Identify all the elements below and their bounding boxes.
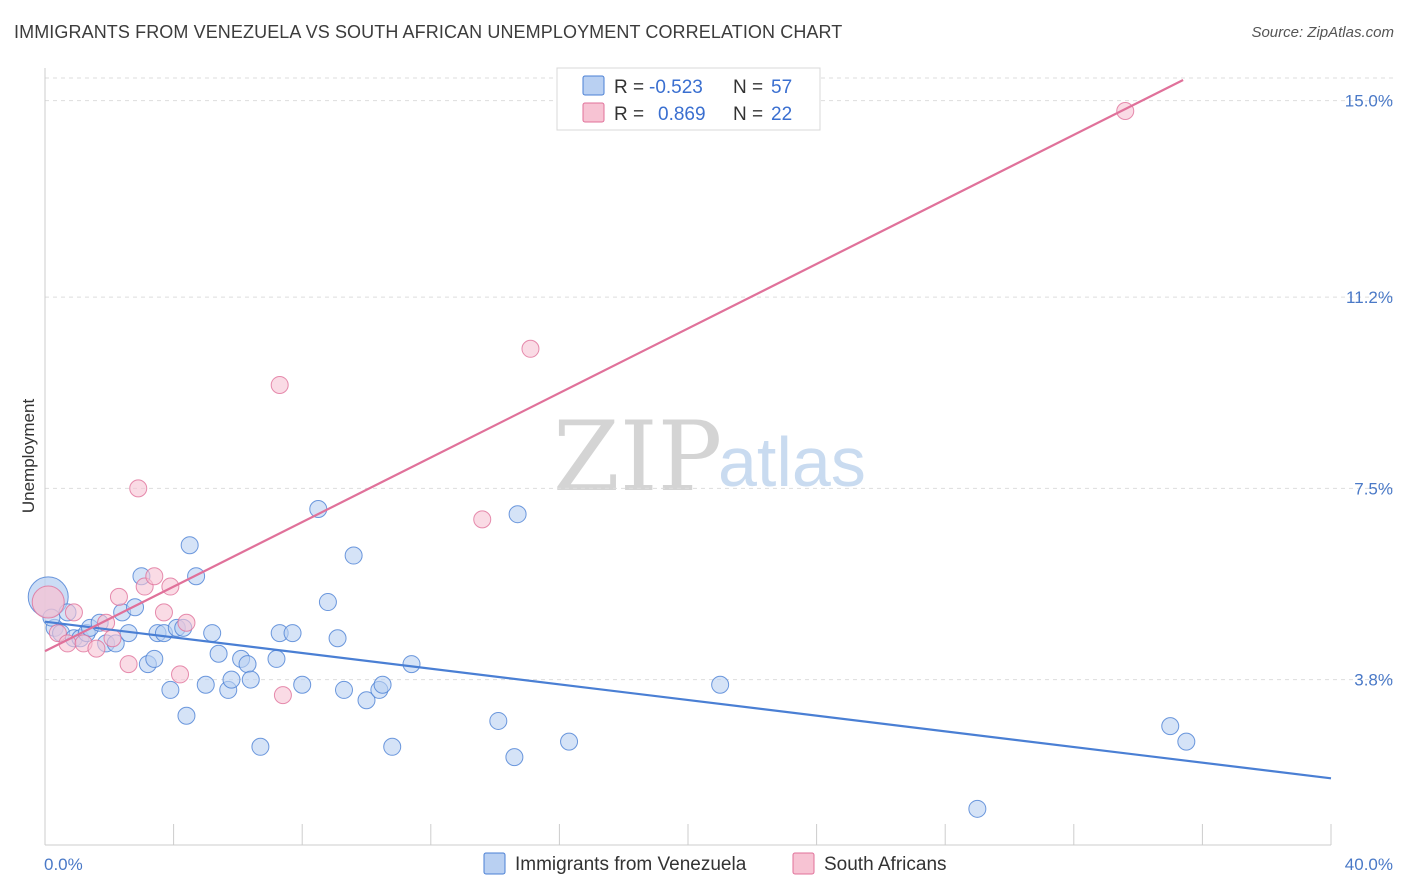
- venezuela-point-25: [196, 675, 215, 694]
- watermark-zip: ZIP: [553, 401, 722, 513]
- venezuela-point-16: [145, 649, 164, 668]
- venezuela-point-24: [180, 536, 199, 555]
- venezuela-point-42: [344, 546, 363, 565]
- venezuela-point-27: [209, 644, 228, 663]
- series-legend: Immigrants from Venezuela South Africans: [483, 852, 947, 875]
- south-africans-point-20: [521, 339, 540, 358]
- legend-r-label-blue: R =: [614, 77, 644, 98]
- south-africans-point-7: [103, 629, 122, 648]
- x-tick-label-min: 0.0%: [44, 855, 83, 874]
- venezuela-point-47: [402, 655, 421, 674]
- venezuela-point-13: [126, 598, 145, 617]
- venezuela-point-37: [293, 675, 312, 694]
- venezuela-point-36: [283, 624, 302, 643]
- correlation-legend: R = -0.523 N = 57 R = 0.869 N = 22: [556, 67, 821, 131]
- south-africans-point-15: [177, 613, 196, 632]
- watermark-atlas: atlas: [718, 423, 866, 501]
- series-venezuela-points: [27, 500, 1196, 818]
- legend-r-label-pink: R =: [614, 104, 644, 125]
- bottom-legend-label-venezuela: Immigrants from Venezuela: [515, 854, 747, 875]
- trend-lines: [44, 79, 1332, 780]
- bottom-legend-label-south-africans: South Africans: [824, 854, 947, 875]
- venezuela-point-54: [1161, 717, 1180, 736]
- south-africans-point-17: [270, 375, 289, 394]
- x-tick-label-max: 40.0%: [1345, 855, 1393, 874]
- venezuela-point-41: [334, 680, 353, 699]
- venezuela-point-29: [222, 670, 241, 689]
- south-africans-point-10: [129, 479, 148, 498]
- venezuela-point-49: [505, 748, 524, 767]
- legend-swatch-blue: [582, 75, 605, 96]
- south-africans-point-3: [64, 603, 83, 622]
- venezuela-point-33: [251, 737, 270, 756]
- venezuela-point-46: [383, 737, 402, 756]
- south-africans-point-18: [273, 686, 292, 705]
- venezuela-point-50: [508, 505, 527, 524]
- legend-r-value-blue: -0.523: [649, 77, 703, 98]
- gridlines: [45, 77, 1395, 681]
- x-ticks: [44, 824, 1332, 845]
- legend-n-value-pink: 22: [771, 104, 792, 125]
- venezuela-point-39: [318, 593, 337, 612]
- y-tick-label-1: 7.5%: [1354, 479, 1393, 498]
- venezuela-point-43: [357, 691, 376, 710]
- venezuela-point-52: [711, 675, 730, 694]
- venezuela-point-40: [328, 629, 347, 648]
- south-africans-point-0: [31, 585, 65, 619]
- legend-n-label-blue: N =: [733, 77, 763, 98]
- source-credit: Source: ZipAtlas.com: [1251, 24, 1394, 41]
- south-africans-point-19: [473, 510, 492, 529]
- venezuela-point-45: [373, 675, 392, 694]
- south-africans-point-13: [154, 603, 173, 622]
- south-africans-point-8: [109, 587, 128, 606]
- legend-swatch-pink: [582, 102, 605, 123]
- venezuela-point-48: [489, 711, 508, 730]
- y-tick-label-2: 11.2%: [1346, 288, 1393, 307]
- venezuela-point-32: [241, 670, 260, 689]
- y-tick-label-0: 3.8%: [1354, 671, 1393, 690]
- venezuela-point-22: [177, 706, 196, 725]
- venezuela-point-34: [267, 649, 286, 668]
- south-africans-point-5: [87, 639, 106, 658]
- south-africans-point-16: [171, 665, 190, 684]
- venezuela-point-19: [161, 680, 180, 699]
- legend-n-label-pink: N =: [733, 104, 763, 125]
- venezuela-point-26: [203, 624, 222, 643]
- legend-n-value-blue: 57: [771, 77, 792, 98]
- venezuela-point-55: [1177, 732, 1196, 751]
- south-africans-point-9: [119, 655, 138, 674]
- chart-title: IMMIGRANTS FROM VENEZUELA VS SOUTH AFRIC…: [14, 22, 843, 42]
- bottom-legend-swatch-blue: [483, 852, 506, 875]
- venezuela-point-31: [238, 655, 257, 674]
- legend-r-value-pink: 0.869: [658, 104, 706, 125]
- y-tick-labels: 3.8% 7.5% 11.2% 15.0%: [1345, 92, 1393, 690]
- venezuela-point-51: [560, 732, 579, 751]
- south-africans-point-14: [161, 577, 180, 596]
- y-axis-label: Unemployment: [19, 399, 38, 514]
- bottom-legend-swatch-pink: [792, 852, 815, 875]
- venezuela-point-53: [968, 799, 987, 818]
- venezuela-trend-line: [44, 620, 1332, 780]
- y-tick-label-3: 15.0%: [1345, 92, 1393, 111]
- south-africans-point-12: [145, 567, 164, 586]
- south-africans-trend-line: [44, 79, 1184, 653]
